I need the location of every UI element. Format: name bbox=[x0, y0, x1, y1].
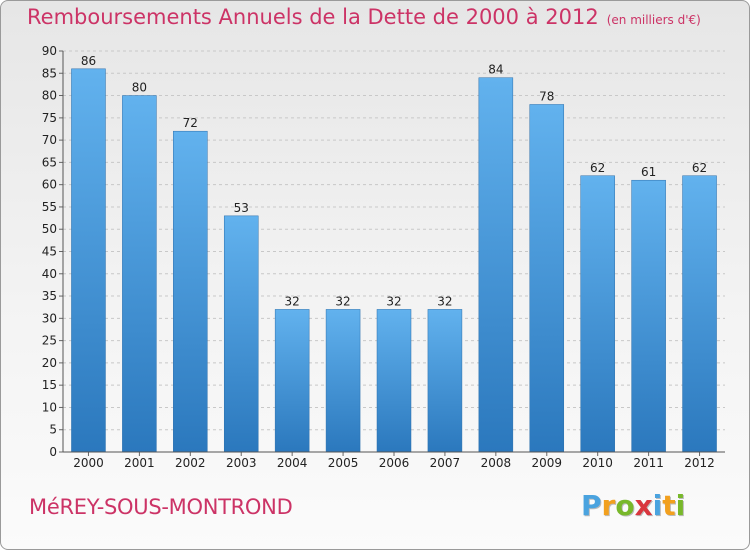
logo-letter: i bbox=[675, 489, 686, 522]
y-tick-label: 35 bbox=[42, 289, 57, 303]
x-tick-label-2010: 2010 bbox=[582, 456, 613, 470]
value-label-2003: 53 bbox=[234, 201, 249, 215]
logo-letter: t bbox=[662, 489, 676, 522]
y-tick-label: 5 bbox=[49, 423, 57, 437]
x-tick-label-2012: 2012 bbox=[684, 456, 715, 470]
bars bbox=[71, 68, 717, 453]
value-label-2012: 62 bbox=[692, 161, 707, 175]
y-tick-label: 60 bbox=[42, 178, 57, 192]
place-name: MéREY-SOUS-MONTROND bbox=[29, 495, 293, 519]
y-tick-label: 20 bbox=[42, 356, 57, 370]
bar-2012 bbox=[682, 175, 717, 453]
logo-letter: x bbox=[634, 489, 653, 522]
chart-title: Remboursements Annuels de la Dette de 20… bbox=[27, 5, 599, 29]
value-label-2002: 72 bbox=[183, 116, 198, 130]
x-tick-label-2002: 2002 bbox=[175, 456, 206, 470]
logo-letter: o bbox=[615, 489, 635, 522]
x-tick-label-2003: 2003 bbox=[226, 456, 257, 470]
logo-letter: P bbox=[581, 489, 602, 522]
bar-2004 bbox=[274, 309, 310, 453]
bar-2005 bbox=[325, 309, 361, 453]
bar-2011 bbox=[631, 179, 666, 453]
y-tick-label: 70 bbox=[42, 133, 57, 147]
y-tick-label: 10 bbox=[42, 400, 57, 414]
axes bbox=[62, 51, 725, 453]
bar-2002 bbox=[173, 130, 208, 453]
bar-2006 bbox=[376, 309, 412, 453]
y-tick-label: 25 bbox=[42, 334, 57, 348]
bar-2000 bbox=[71, 68, 106, 453]
x-tick-label-2006: 2006 bbox=[379, 456, 410, 470]
logo-letter: i bbox=[652, 489, 663, 522]
proxiti-logo[interactable]: Proxiti bbox=[581, 489, 685, 522]
x-tick-label-2001: 2001 bbox=[124, 456, 155, 470]
y-tick-label: 75 bbox=[42, 111, 57, 125]
bar-2007 bbox=[427, 309, 463, 453]
y-tick-label: 0 bbox=[49, 445, 57, 459]
x-tick-label-2007: 2007 bbox=[430, 456, 461, 470]
x-tick-label-2008: 2008 bbox=[481, 456, 512, 470]
value-labels: 86 80 72 53 32 32 32 32 84 78 62 61 62 bbox=[81, 54, 707, 309]
y-tick-label: 65 bbox=[42, 155, 57, 169]
y-tick-label: 50 bbox=[42, 222, 57, 236]
value-label-2004: 32 bbox=[285, 294, 300, 308]
value-label-2007: 32 bbox=[437, 294, 452, 308]
x-tick-label-2000: 2000 bbox=[73, 456, 104, 470]
value-label-2009: 78 bbox=[539, 89, 554, 103]
bar-2008 bbox=[478, 77, 514, 453]
x-tick-label-2011: 2011 bbox=[633, 456, 664, 470]
x-tick-label-2004: 2004 bbox=[277, 456, 308, 470]
y-tick-label: 40 bbox=[42, 267, 57, 281]
y-tick-label: 45 bbox=[42, 245, 57, 259]
y-tick-label: 85 bbox=[42, 66, 57, 80]
x-axis-ticks: 2000 2001 2002 2003 2004 2005 2006 2007 2008 2009… bbox=[73, 452, 715, 470]
y-axis-ticks: 0 5 10 15 20 25 30 35 40 45 50 55 60 65 70 75 80 85 90 bbox=[42, 44, 63, 459]
bar-2003 bbox=[223, 215, 259, 453]
value-label-2005: 32 bbox=[335, 294, 350, 308]
y-tick-label: 80 bbox=[42, 89, 57, 103]
value-label-2001: 80 bbox=[132, 81, 147, 95]
bar-2010 bbox=[580, 175, 615, 453]
value-label-2011: 61 bbox=[641, 165, 656, 179]
value-label-2006: 32 bbox=[386, 294, 401, 308]
y-tick-label: 30 bbox=[42, 311, 57, 325]
y-tick-label: 90 bbox=[42, 44, 57, 58]
value-label-2000: 86 bbox=[81, 54, 96, 68]
logo-letter: r bbox=[601, 489, 616, 522]
value-label-2008: 84 bbox=[488, 63, 503, 77]
chart-title-block: Remboursements Annuels de la Dette de 20… bbox=[27, 5, 701, 29]
bar-2009 bbox=[529, 104, 565, 453]
y-tick-label: 15 bbox=[42, 378, 57, 392]
chart-unit: (en milliers d'€) bbox=[606, 13, 701, 27]
value-label-2010: 62 bbox=[590, 161, 605, 175]
x-tick-label-2009: 2009 bbox=[531, 456, 562, 470]
y-tick-label: 55 bbox=[42, 200, 57, 214]
x-tick-label-2005: 2005 bbox=[328, 456, 359, 470]
bar-2001 bbox=[122, 95, 157, 453]
